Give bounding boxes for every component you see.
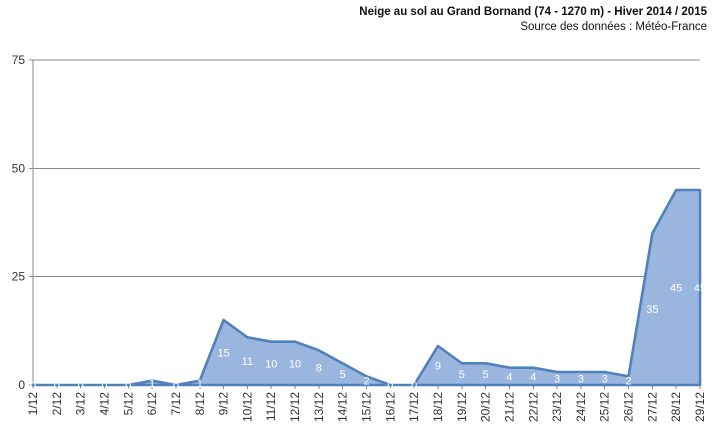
x-tick-label: 23/12 [550,392,564,422]
data-label: 0 [173,380,179,392]
x-tick-label: 6/12 [145,392,159,416]
data-label: 0 [387,380,393,392]
x-tick-label: 24/12 [574,392,588,422]
x-tick-label: 4/12 [97,392,111,416]
y-tick-label: 25 [12,270,26,284]
chart-header: Neige au sol au Grand Bornand (74 - 1270… [359,5,707,35]
data-label: 8 [316,363,322,375]
data-label: 4 [506,371,512,383]
data-label: 1 [149,378,155,390]
x-tick-labels: 1/12 2/12 3/12 4/12 5/12 6/12 7/12 8/12 9/12 10/1… [26,392,707,422]
x-tick-label: 9/12 [217,392,231,416]
data-label: 45 [670,283,682,295]
x-tick-label: 29/12 [693,392,707,422]
x-tick-label: 19/12 [455,392,469,422]
data-label: 5 [340,369,346,381]
area-series-group [31,188,702,387]
data-label: 2 [363,376,369,388]
data-label: 3 [554,374,560,386]
x-tick-label: 20/12 [479,392,493,422]
y-tick-label: 0 [18,378,25,392]
data-label: 0 [101,380,107,392]
x-tick-label: 2/12 [50,392,64,416]
x-tick-label: 25/12 [598,392,612,422]
x-tick-label: 13/12 [312,392,326,422]
chart-title: Neige au sol au Grand Bornand (74 - 1270… [359,6,707,18]
data-label: 0 [125,380,131,392]
chart-subtitle: Source des données : Météo-France [520,21,707,33]
data-label: 5 [483,369,489,381]
x-tick-label: 22/12 [526,392,540,422]
data-label: 0 [54,380,60,392]
data-label: 3 [602,374,608,386]
x-tick-label: 15/12 [360,392,374,422]
x-tick-label: 26/12 [622,392,636,422]
data-label: 0 [78,380,84,392]
x-tick-label: 16/12 [383,392,397,422]
data-label: 10 [289,358,301,370]
data-label: 45 [694,283,706,295]
data-label: 2 [625,376,631,388]
x-tick-label: 14/12 [336,392,350,422]
gridlines [29,59,701,389]
data-label: 4 [530,371,536,383]
x-tick-label: 3/12 [74,392,88,416]
data-label: 15 [217,348,229,360]
x-tick-label: 18/12 [431,392,445,422]
area-series [31,188,702,387]
x-tick-label: 8/12 [193,392,207,416]
y-tick-labels: 0 25 50 75 [12,53,26,392]
x-tick-label: 28/12 [669,392,683,422]
x-tick-label: 12/12 [288,392,302,422]
x-tick-label: 21/12 [502,392,516,422]
y-tick-label: 75 [12,53,26,67]
x-tick-label: 5/12 [121,392,135,416]
x-tick-label: 7/12 [169,392,183,416]
data-label: 1 [197,378,203,390]
data-label: 3 [578,374,584,386]
data-label: 35 [646,304,658,316]
data-label: 5 [459,369,465,381]
y-tick-label: 50 [12,161,26,175]
data-label: 11 [242,356,253,368]
x-tick-label: 11/12 [264,392,278,421]
data-label: 0 [30,380,36,392]
x-tick-label: 17/12 [407,392,421,422]
data-label: 0 [411,380,417,392]
x-tick-label: 1/12 [26,392,40,416]
x-tick-label: 10/12 [240,392,254,422]
data-label: 10 [265,358,277,370]
x-tick-label: 27/12 [645,392,659,422]
data-label: 9 [435,361,441,373]
